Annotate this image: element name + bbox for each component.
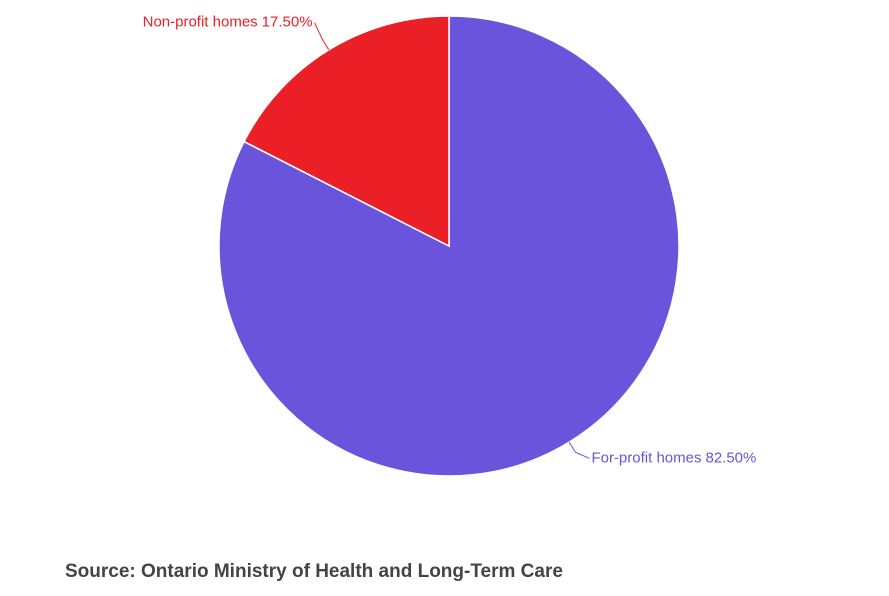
slice-label: For-profit homes 82.50% — [591, 449, 756, 466]
chart-source: Source: Ontario Ministry of Health and L… — [65, 561, 563, 582]
slice-value: 17.50% — [262, 14, 313, 31]
leader-line — [568, 441, 590, 459]
leader-line — [314, 22, 330, 51]
pie-slice — [243, 15, 450, 248]
slice-label: Non-profit homes 17.50% — [143, 14, 313, 31]
slice-value: 82.50% — [705, 449, 756, 466]
slice-category: Non-profit homes — [143, 14, 258, 31]
slice-category: For-profit homes — [591, 449, 701, 466]
